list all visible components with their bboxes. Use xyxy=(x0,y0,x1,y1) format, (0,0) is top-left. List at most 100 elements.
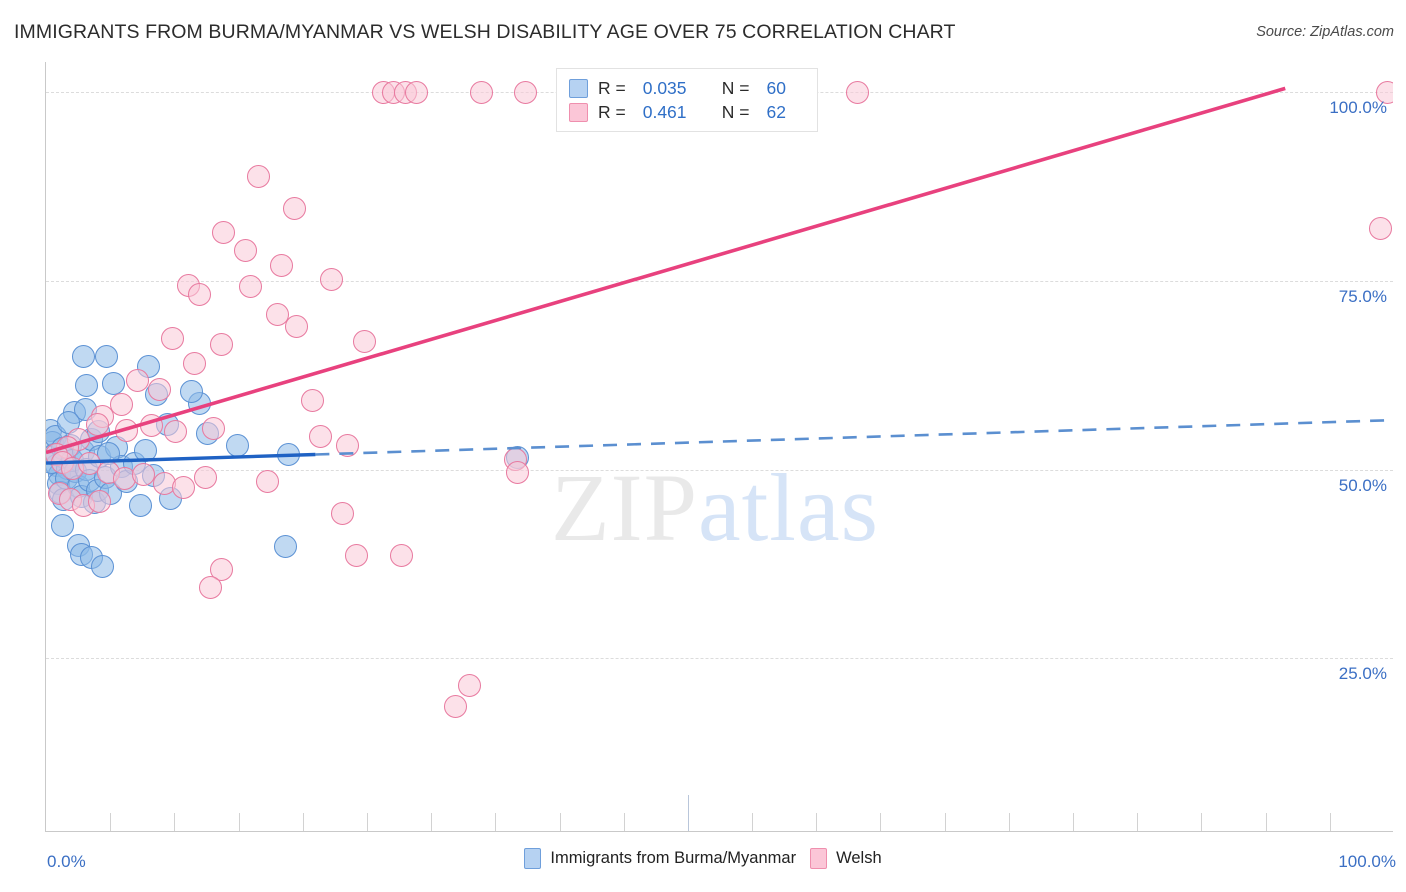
scatter-point-pink[interactable] xyxy=(193,465,217,489)
legend-n-value-pink: 62 xyxy=(766,101,786,122)
legend-r-key-pink: R = xyxy=(598,101,626,122)
scatter-point-pink[interactable] xyxy=(239,275,263,299)
scatter-point-pink[interactable] xyxy=(234,239,257,263)
scatter-point-pink[interactable] xyxy=(270,254,294,278)
legend-n-key-blue: N = xyxy=(721,77,750,98)
scatter-point-pink[interactable] xyxy=(336,433,360,457)
scatter-point-blue[interactable] xyxy=(128,494,152,518)
series-legend-item-blue[interactable]: Immigrants from Burma/Myanmar xyxy=(524,848,796,869)
scatter-point-pink[interactable] xyxy=(1369,216,1393,240)
scatter-point-pink[interactable] xyxy=(405,80,429,104)
legend-swatch-pink xyxy=(569,102,588,122)
legend-swatch-blue xyxy=(569,78,588,98)
x-axis-tick xyxy=(623,813,625,831)
legend-r-value-pink: 0.461 xyxy=(642,101,687,122)
scatter-point-pink[interactable] xyxy=(514,80,538,104)
scatter-point-pink[interactable] xyxy=(247,165,271,189)
zipatlas-watermark: ZIPatlas xyxy=(551,452,879,563)
scatter-point-pink[interactable] xyxy=(457,674,481,698)
scatter-point-blue[interactable] xyxy=(101,372,125,396)
scatter-point-pink[interactable] xyxy=(352,329,376,353)
x-axis-tick xyxy=(431,813,433,831)
x-axis-tick xyxy=(1073,813,1075,831)
x-axis-tick xyxy=(1008,813,1010,831)
series-label-blue: Immigrants from Burma/Myanmar xyxy=(550,849,797,867)
legend-row-blue: R = 0.035 N = 60 xyxy=(569,78,805,99)
scatter-point-pink[interactable] xyxy=(201,417,225,441)
scatter-point-pink[interactable] xyxy=(147,378,171,402)
y-axis-tick-label: 50.0% xyxy=(1338,475,1387,495)
x-axis-tick xyxy=(1137,813,1139,831)
x-axis-tick xyxy=(110,813,112,831)
scatter-point-pink[interactable] xyxy=(320,267,344,291)
scatter-point-pink[interactable] xyxy=(188,283,212,306)
legend-n-key-pink: N = xyxy=(721,101,750,122)
correlation-stats-legend: R = 0.035 N = 60 R = 0.461 N = 62 xyxy=(556,68,818,132)
x-axis-tick xyxy=(238,813,240,831)
scatter-point-pink[interactable] xyxy=(301,388,325,412)
x-axis-tick xyxy=(880,813,882,831)
scatter-point-pink[interactable] xyxy=(161,326,185,350)
scatter-point-pink[interactable] xyxy=(85,412,109,436)
x-axis-tick xyxy=(302,813,304,831)
scatter-point-pink[interactable] xyxy=(331,501,355,525)
x-axis-min-label: 0.0% xyxy=(47,852,86,871)
scatter-point-pink[interactable] xyxy=(285,314,309,338)
y-axis-tick-label: 25.0% xyxy=(1338,664,1387,684)
trendline-pink xyxy=(46,86,1286,455)
x-axis-tick xyxy=(687,795,689,831)
series-legend-item-pink[interactable]: Welsh xyxy=(810,848,882,869)
x-axis-tick xyxy=(559,813,561,831)
scatter-point-pink[interactable] xyxy=(506,461,530,485)
scatter-point-blue[interactable] xyxy=(72,344,96,368)
scatter-point-pink[interactable] xyxy=(163,420,187,444)
series-swatch-pink xyxy=(810,848,828,869)
y-axis-tick-label: 100.0% xyxy=(1329,98,1387,118)
scatter-point-blue[interactable] xyxy=(274,535,298,559)
series-legend: Immigrants from Burma/Myanmar Welsh xyxy=(0,848,1406,869)
scatter-point-pink[interactable] xyxy=(115,418,139,442)
source-attribution: Source: ZipAtlas.com xyxy=(1256,24,1394,40)
x-axis-tick xyxy=(1329,813,1331,831)
scatter-point-pink[interactable] xyxy=(139,414,163,438)
x-axis-tick xyxy=(366,813,368,831)
legend-r-key-blue: R = xyxy=(598,77,626,98)
x-axis-tick xyxy=(1265,813,1267,831)
scatter-point-pink[interactable] xyxy=(390,544,414,568)
scatter-point-pink[interactable] xyxy=(171,476,195,500)
scatter-point-pink[interactable] xyxy=(309,424,333,448)
scatter-point-pink[interactable] xyxy=(282,196,306,220)
x-axis-tick xyxy=(944,813,946,831)
scatter-point-pink[interactable] xyxy=(845,80,869,104)
scatter-point-pink[interactable] xyxy=(444,695,468,719)
x-axis-max-label: 100.0% xyxy=(1338,852,1396,871)
scatter-point-pink[interactable] xyxy=(209,557,233,581)
scatter-point-pink[interactable] xyxy=(344,544,368,568)
x-axis-tick xyxy=(495,813,497,831)
scatter-point-pink[interactable] xyxy=(182,352,206,376)
scatter-point-pink[interactable] xyxy=(198,575,222,599)
scatter-point-blue[interactable] xyxy=(225,433,249,457)
scatter-point-pink[interactable] xyxy=(1375,80,1393,104)
scatter-point-blue[interactable] xyxy=(50,514,74,537)
plot-inner: ZIPatlas 100.0% 75.0% 50.0% 25.0% xyxy=(46,62,1393,831)
scatter-point-pink[interactable] xyxy=(88,489,112,513)
x-axis-tick xyxy=(816,813,818,831)
scatter-point-pink[interactable] xyxy=(255,470,279,494)
scatter-point-blue[interactable] xyxy=(74,373,98,397)
scatter-point-blue[interactable] xyxy=(95,344,119,368)
scatter-point-blue[interactable] xyxy=(277,443,301,467)
series-label-pink: Welsh xyxy=(836,849,882,867)
scatter-point-blue[interactable] xyxy=(180,379,204,403)
scatter-point-pink[interactable] xyxy=(469,80,493,104)
scatter-point-pink[interactable] xyxy=(131,462,155,486)
trendline-blue-dashed xyxy=(315,418,1393,456)
x-axis-tick xyxy=(174,813,176,831)
scatter-point-blue[interactable] xyxy=(134,438,158,462)
scatter-point-blue[interactable] xyxy=(91,554,115,578)
scatter-point-pink[interactable] xyxy=(209,332,233,356)
scatter-point-pink[interactable] xyxy=(212,221,236,245)
x-axis-tick xyxy=(752,813,754,831)
legend-n-value-blue: 60 xyxy=(766,77,786,98)
